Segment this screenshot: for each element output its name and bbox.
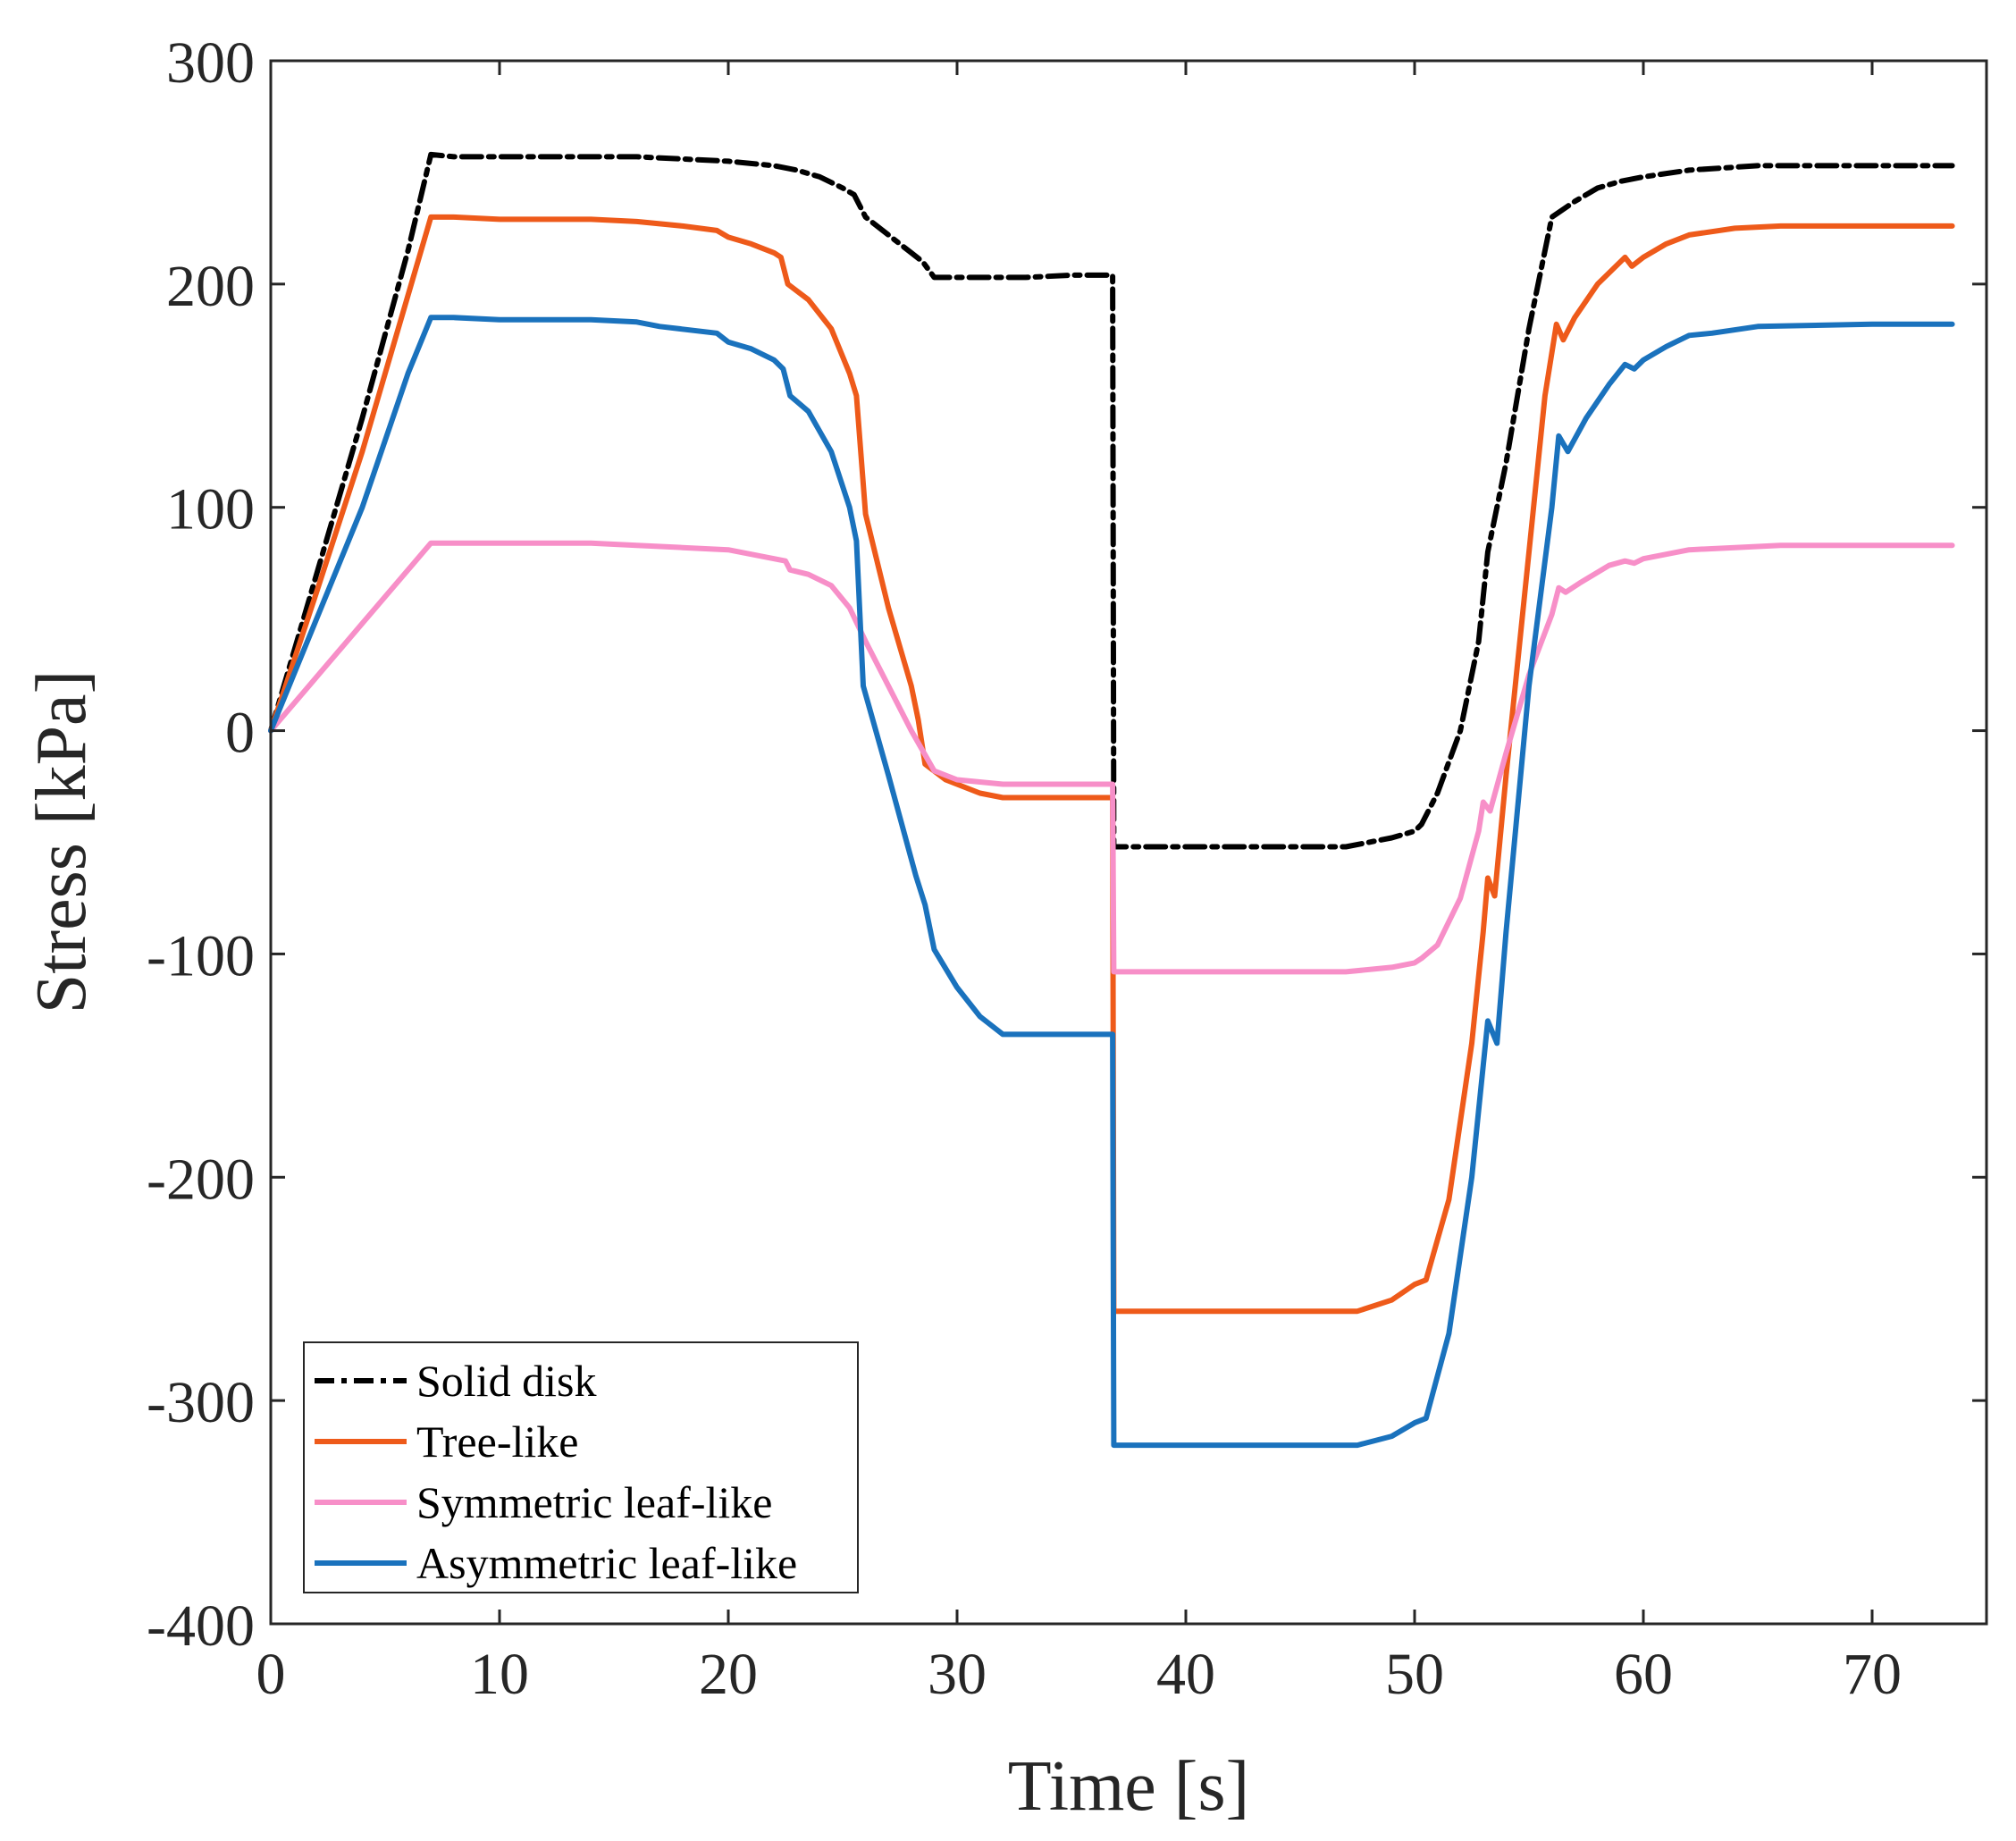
x-tick-label: 30 (928, 1642, 987, 1707)
legend-label-solid-disk: Solid disk (416, 1356, 596, 1406)
x-tick-label: 60 (1614, 1642, 1673, 1707)
y-tick-label: -400 (147, 1593, 255, 1659)
y-tick-label: -200 (147, 1147, 255, 1212)
series-line-symmetric-leaf-like (268, 540, 1955, 975)
plot-frame (269, 59, 1988, 1626)
y-tick-label: 100 (166, 477, 255, 542)
x-tick-label: 10 (470, 1642, 529, 1707)
y-tick-label: -100 (147, 923, 255, 988)
y-tick-label: 0 (225, 701, 255, 766)
x-tick-label: 0 (256, 1642, 286, 1707)
series-line-asymmetric-leaf-like (268, 315, 1955, 1449)
legend-label-tree-like: Tree-like (416, 1416, 578, 1467)
series-line-solid-disk (268, 151, 1955, 850)
y-tick-label: -300 (147, 1370, 255, 1435)
legend-label-symmetric-leaf-like: Symmetric leaf-like (416, 1477, 772, 1527)
legend-box (303, 1341, 859, 1593)
x-tick-label: 20 (699, 1642, 758, 1707)
x-tick-label: 70 (1843, 1642, 1902, 1707)
x-axis-label: Time [s] (1008, 1747, 1249, 1826)
y-axis-label: Stress [kPa] (22, 670, 101, 1013)
legend-label-asymmetric-leaf-like: Asymmetric leaf-like (416, 1538, 797, 1588)
series-layer (268, 151, 1955, 1449)
y-tick-label: 200 (166, 254, 255, 319)
ticks-layer: 0 10 20 30 40 50 60 70 -400 -300 -200 -100 0 100 200 30… (147, 30, 1987, 1707)
y-tick-label: 300 (166, 30, 255, 96)
x-tick-label: 50 (1385, 1642, 1444, 1707)
legend: Solid disk Tree-like Symmetric leaf-like As… (303, 1341, 859, 1593)
x-tick-label: 40 (1156, 1642, 1215, 1707)
